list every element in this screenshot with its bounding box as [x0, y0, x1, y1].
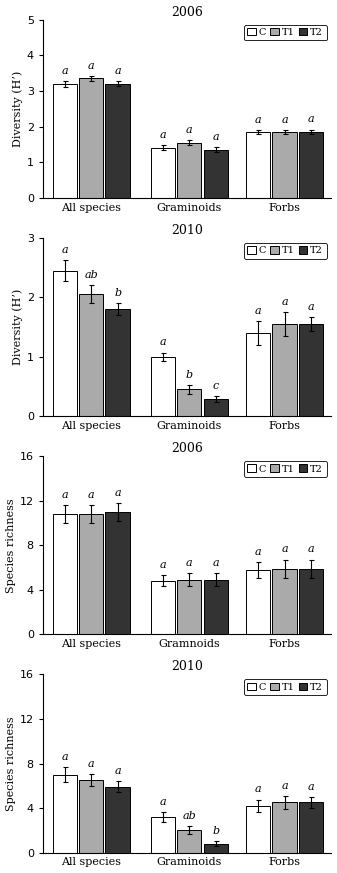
Text: a: a: [62, 65, 68, 76]
Bar: [177, 830, 202, 853]
Text: ab: ab: [84, 270, 98, 280]
Bar: [53, 271, 77, 416]
Bar: [299, 802, 323, 853]
Title: 2006: 2006: [171, 5, 203, 18]
Text: a: a: [62, 752, 68, 762]
Text: a: a: [255, 546, 262, 557]
Text: a: a: [62, 244, 68, 255]
Text: b: b: [186, 370, 193, 380]
Text: c: c: [213, 382, 219, 391]
Text: a: a: [281, 297, 288, 306]
Text: a: a: [212, 558, 219, 567]
Text: b: b: [114, 288, 121, 298]
Bar: [79, 514, 103, 635]
Legend: C, T1, T2: C, T1, T2: [244, 243, 327, 258]
Text: a: a: [114, 488, 121, 498]
Bar: [204, 580, 228, 635]
Bar: [204, 400, 228, 416]
Bar: [79, 79, 103, 198]
Text: a: a: [212, 132, 219, 142]
Legend: C, T1, T2: C, T1, T2: [244, 679, 327, 695]
Text: a: a: [88, 60, 94, 71]
Text: b: b: [212, 826, 219, 835]
Bar: [151, 357, 175, 416]
Bar: [246, 806, 270, 853]
Bar: [177, 389, 202, 416]
Legend: C, T1, T2: C, T1, T2: [244, 461, 327, 477]
Text: a: a: [308, 545, 314, 554]
Text: a: a: [308, 301, 314, 312]
Text: a: a: [160, 560, 166, 570]
Bar: [204, 843, 228, 853]
Bar: [151, 581, 175, 635]
Text: a: a: [255, 784, 262, 794]
Bar: [151, 148, 175, 198]
Text: a: a: [114, 766, 121, 776]
Bar: [53, 514, 77, 635]
Bar: [246, 333, 270, 416]
Text: a: a: [186, 125, 193, 135]
Bar: [299, 568, 323, 635]
Text: a: a: [88, 759, 94, 769]
Text: a: a: [62, 490, 68, 500]
Text: a: a: [308, 781, 314, 792]
Y-axis label: Diversity (H’): Diversity (H’): [12, 289, 23, 365]
Title: 2006: 2006: [171, 442, 203, 455]
Text: a: a: [88, 490, 94, 500]
Bar: [177, 580, 202, 635]
Text: a: a: [255, 115, 262, 125]
Bar: [105, 309, 130, 416]
Text: a: a: [281, 781, 288, 791]
Bar: [177, 142, 202, 198]
Bar: [299, 324, 323, 416]
Text: a: a: [160, 130, 166, 141]
Bar: [105, 512, 130, 635]
Bar: [53, 774, 77, 853]
Bar: [272, 802, 297, 853]
Bar: [272, 132, 297, 198]
Text: a: a: [255, 306, 262, 316]
Text: a: a: [160, 796, 166, 807]
Text: a: a: [281, 115, 288, 125]
Bar: [204, 150, 228, 198]
Legend: C, T1, T2: C, T1, T2: [244, 24, 327, 40]
Bar: [151, 817, 175, 853]
Text: a: a: [114, 66, 121, 76]
Bar: [79, 780, 103, 853]
Y-axis label: Species richness: Species richness: [5, 498, 16, 593]
Title: 2010: 2010: [171, 223, 203, 237]
Title: 2010: 2010: [171, 660, 203, 673]
Text: a: a: [160, 337, 166, 347]
Bar: [246, 132, 270, 198]
Text: ab: ab: [182, 811, 196, 821]
Text: a: a: [186, 558, 193, 567]
Bar: [299, 132, 323, 198]
Bar: [105, 787, 130, 853]
Y-axis label: Diversity (H’): Diversity (H’): [12, 71, 23, 147]
Bar: [53, 84, 77, 198]
Bar: [272, 568, 297, 635]
Bar: [105, 84, 130, 198]
Bar: [79, 294, 103, 416]
Text: a: a: [308, 114, 314, 125]
Y-axis label: Species richness: Species richness: [5, 716, 16, 811]
Bar: [272, 324, 297, 416]
Text: a: a: [281, 545, 288, 554]
Bar: [246, 570, 270, 635]
